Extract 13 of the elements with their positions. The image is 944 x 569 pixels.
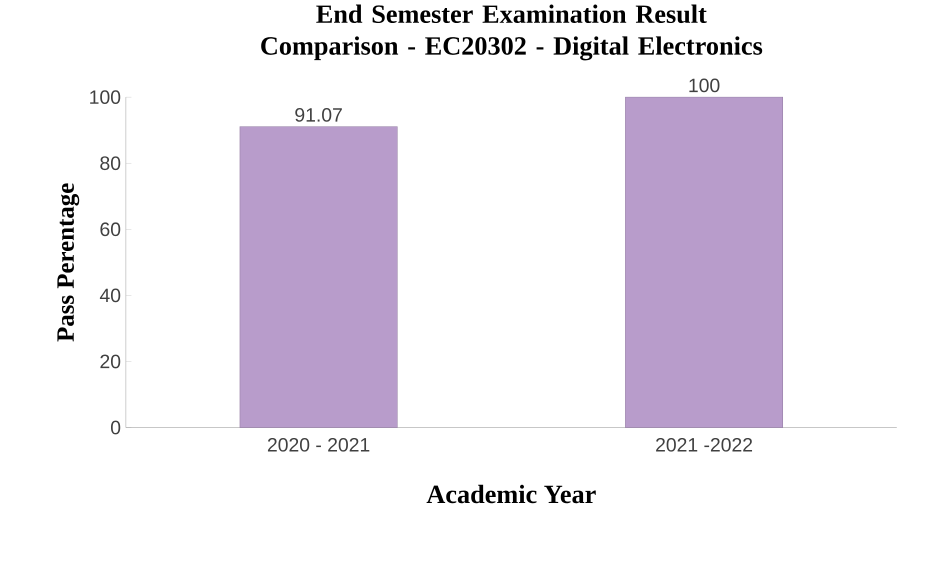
y-tick-label: 40 [100,288,120,302]
y-tick-label: 80 [100,156,120,170]
x-axis-title: Academic Year [426,484,596,504]
y-tick-label: 0 [110,420,120,434]
chart-title: End Semester Examination Result Comparison - EC20302 - Digital Electronics [261,4,762,60]
y-tick-label: 20 [100,354,120,368]
x-tick-label: 2021 -2022 [656,438,752,452]
y-axis-title: Pass Perentage [57,183,80,342]
x-tick-label: 2020 - 2021 [268,438,370,452]
data-label: 91.07 [295,108,342,122]
y-tick-label: 60 [100,222,120,236]
y-tick-label: 100 [90,90,120,104]
data-label: 100 [689,78,720,92]
